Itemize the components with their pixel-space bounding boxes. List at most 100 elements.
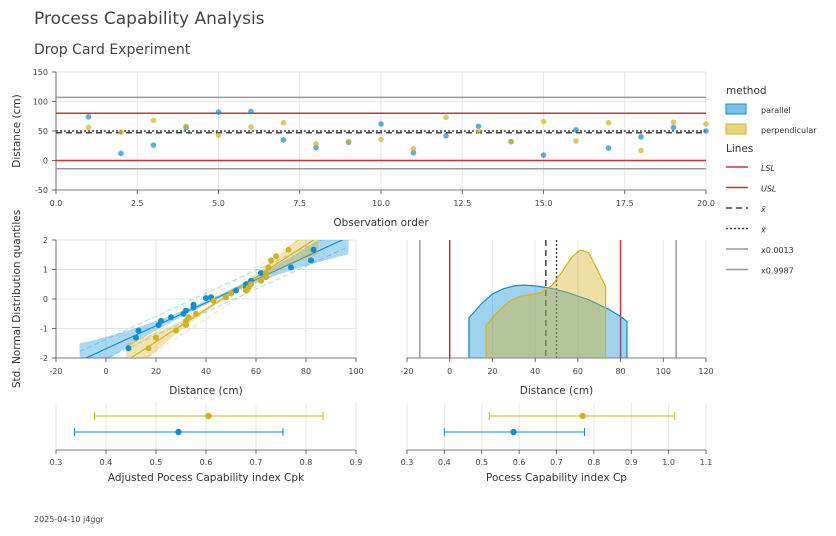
x-tick-label: 0.3 (401, 458, 414, 467)
y-tick-label: 1 (43, 266, 48, 275)
y-tick-label: -1 (40, 325, 48, 334)
x-tick-label: 120 (698, 367, 713, 376)
data-point-perpendicular (215, 132, 222, 138)
y-axis-label: Std. Normal Distribution quantiles (11, 210, 23, 388)
x-tick-label: 0.6 (513, 458, 526, 467)
data-point-perpendicular (118, 129, 124, 135)
data-point-perpendicular (605, 119, 612, 126)
x-axis-label: Observation order (333, 217, 429, 229)
y-axis-label: Distance (cm) (11, 94, 23, 167)
data-point-parallel (215, 109, 222, 115)
estimate-point-perpendicular (205, 412, 212, 420)
x-tick-label: 20 (487, 367, 497, 376)
data-point-parallel (410, 150, 417, 156)
chart-title: Process Capability Analysis (34, 9, 265, 29)
data-point-perpendicular (265, 264, 272, 271)
x-tick-label: 100 (348, 367, 363, 376)
data-point-parallel (85, 114, 92, 120)
data-point-parallel (308, 257, 314, 264)
data-point-parallel (670, 124, 677, 131)
data-point-perpendicular (248, 281, 254, 288)
data-point-perpendicular (280, 119, 287, 126)
legend-title-lines: Lines (726, 143, 753, 155)
prediction-band-parallel (105, 246, 349, 358)
data-point-perpendicular (183, 321, 189, 328)
estimate-point-parallel (510, 428, 517, 436)
x-tick-label: 0.6 (200, 458, 213, 467)
y-tick-label: 100 (33, 98, 48, 107)
data-point-parallel (183, 307, 189, 314)
x-axis-label: Distance (cm) (169, 385, 242, 397)
x-tick-label: 80 (615, 367, 625, 376)
legend-label-line-1: USL (761, 185, 776, 194)
data-point-perpendicular (263, 270, 269, 277)
x-tick-label: 7.5 (293, 199, 306, 208)
y-tick-label: 0 (43, 295, 48, 304)
data-point-parallel (605, 145, 612, 151)
data-point-parallel (378, 121, 384, 127)
legend-swatch-perpendicular (725, 123, 747, 135)
x-tick-label: 0.8 (300, 458, 313, 467)
data-point-perpendicular (285, 246, 292, 253)
cp-panel: 0.3 0.4 0.5 0.6 0.7 0.8 0.9 1.0 1.1 Pocess Capabi… (401, 403, 712, 484)
data-point-perpendicular (508, 138, 514, 145)
data-point-perpendicular (153, 334, 159, 341)
data-point-perpendicular (273, 253, 279, 260)
y-tick-label: -2 (40, 354, 48, 363)
footer-note: 2025-04-10 j4ggr (34, 515, 104, 524)
data-point-perpendicular (638, 147, 644, 154)
data-point-parallel (135, 327, 142, 334)
data-point-perpendicular (210, 297, 217, 304)
x-tick-label: 0.0 (50, 199, 63, 208)
x-tick-label: 2.5 (131, 199, 144, 208)
chart-subtitle: Drop Card Experiment (34, 42, 191, 58)
y-tick-label: 0 (43, 157, 48, 166)
x-tick-label: 20 (151, 367, 161, 376)
data-point-perpendicular (703, 121, 709, 127)
data-point-parallel (443, 132, 449, 139)
data-point-perpendicular (223, 294, 229, 301)
x-tick-label: 0.9 (625, 458, 638, 467)
data-point-parallel (168, 314, 174, 321)
x-tick-label: 0.5 (475, 458, 488, 467)
data-point-parallel (158, 317, 164, 324)
data-point-perpendicular (410, 145, 417, 152)
prediction-band-perpendicular (144, 246, 319, 358)
y-tick-label: 150 (33, 68, 48, 77)
data-point-perpendicular (313, 141, 319, 147)
x-tick-label: 60 (251, 367, 261, 376)
distribution-panel: -20 0 20 40 60 80 100 120 Distance (cm) (400, 240, 714, 397)
data-point-parallel (233, 287, 239, 294)
density-outline-parallel (468, 284, 628, 358)
data-point-perpendicular (185, 314, 192, 321)
data-point-parallel (703, 128, 709, 134)
x-tick-label: 0.7 (550, 458, 563, 467)
data-point-parallel (203, 295, 209, 302)
y-tick-label: 2 (43, 236, 48, 245)
x-tick-label: 5.0 (212, 199, 225, 208)
legend-label-line-3: x̃ (760, 226, 766, 235)
x-tick-label: 0.4 (100, 458, 113, 467)
legend-label-perpendicular: perpendicular (761, 126, 817, 135)
density-area-parallel (468, 285, 627, 358)
x-tick-label: 17.5 (616, 199, 634, 208)
x-tick-label: 60 (573, 367, 583, 376)
data-point-parallel (118, 150, 124, 157)
data-point-parallel (125, 345, 132, 352)
y-tick-label: 50 (38, 127, 48, 136)
x-tick-label: 0.4 (438, 458, 451, 467)
estimate-point-parallel (175, 428, 182, 436)
x-tick-label: -20 (400, 367, 413, 376)
probability-plot-panel: -20 0 20 40 60 80 100 -2 -1 0 1 2 Distance (cm) Std. … (11, 210, 364, 397)
x-tick-label: 0.8 (588, 458, 601, 467)
data-point-perpendicular (378, 136, 384, 143)
legend-label-line-0: LSL (761, 164, 775, 173)
y-tick-label: -50 (35, 186, 48, 195)
data-point-perpendicular (248, 124, 254, 130)
x-tick-label: 0 (103, 367, 108, 376)
x-tick-label: 15.0 (535, 199, 553, 208)
prediction-band-parallel (79, 240, 323, 352)
x-tick-label: 0.5 (150, 458, 163, 467)
x-tick-label: 10.0 (372, 199, 390, 208)
